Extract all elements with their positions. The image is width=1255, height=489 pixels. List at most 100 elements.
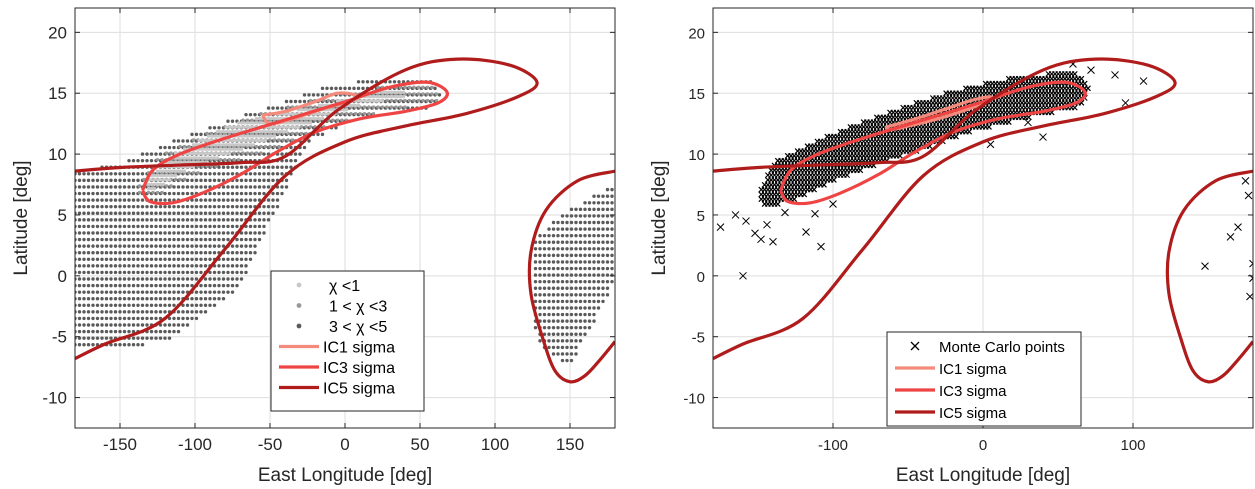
chi-dot — [109, 343, 113, 347]
chi-dot — [556, 352, 560, 356]
chi-dot — [176, 270, 181, 275]
chi-dot — [583, 233, 587, 238]
chi-dot — [308, 121, 313, 125]
chi-dot — [95, 204, 100, 209]
chi-dot — [82, 204, 86, 209]
chi-dot — [136, 343, 140, 347]
chi-dot — [146, 182, 151, 186]
chi-dot — [266, 134, 271, 138]
chi-dot — [217, 290, 221, 294]
chi-dot — [163, 145, 167, 150]
chi-dot — [122, 231, 127, 235]
chi-dot — [109, 172, 113, 176]
chi-dot — [221, 264, 226, 268]
chi-dot — [574, 214, 578, 218]
chi-dot — [286, 138, 290, 142]
chi-dot — [176, 283, 181, 288]
chi-dot — [341, 108, 346, 112]
chi-dot — [163, 231, 167, 235]
monte-carlo-point — [1081, 80, 1088, 87]
chi-dot — [194, 297, 199, 301]
y-tick-label: 10 — [48, 145, 67, 164]
chi-dot — [248, 204, 253, 209]
chi-dot — [176, 211, 181, 215]
chi-dot — [167, 160, 172, 165]
chi-dot — [109, 244, 113, 248]
chi-dot — [556, 345, 560, 350]
chi-dot — [208, 178, 212, 183]
chi-dot — [601, 279, 605, 284]
chi-dot — [191, 156, 196, 160]
chi-dot — [605, 286, 610, 290]
chi-dot — [235, 283, 239, 288]
chi-dot — [86, 297, 91, 301]
chi-dot — [329, 108, 334, 112]
chi-dot — [244, 198, 248, 202]
chi-dot — [86, 290, 91, 294]
chi-dot — [208, 224, 212, 229]
chi-dot — [199, 283, 203, 288]
chi-dot — [583, 201, 587, 205]
chi-dot — [203, 218, 208, 222]
chi-dot — [257, 191, 262, 196]
chi-dot — [259, 151, 263, 155]
chi-dot — [104, 303, 109, 307]
chi-dot — [227, 157, 232, 162]
chi-dot — [100, 316, 104, 321]
chi-dot — [320, 93, 325, 97]
chi-dot — [136, 264, 140, 268]
chi-dot — [565, 273, 569, 277]
chi-dot — [122, 283, 127, 288]
chi-dot — [224, 125, 229, 130]
chi-dot — [218, 151, 223, 156]
chi-dot — [113, 237, 118, 242]
chi-dot — [190, 198, 194, 202]
chi-dot — [82, 329, 86, 334]
chi-dot — [161, 173, 166, 178]
chi-dot — [221, 143, 226, 147]
chi-dot — [389, 94, 394, 99]
chi-dot — [302, 121, 307, 125]
chi-dot — [221, 270, 226, 275]
chi-dot — [235, 277, 239, 281]
chi-dot — [136, 211, 140, 215]
legend-item: IC3 sigma — [279, 360, 395, 377]
chi-dot — [430, 98, 434, 103]
chi-dot — [248, 112, 253, 117]
chi-dot — [149, 218, 154, 222]
chi-dot — [569, 273, 574, 277]
chi-dot — [230, 129, 235, 134]
chi-dot — [172, 290, 176, 294]
chi-dot — [299, 125, 304, 129]
chi-dot — [118, 204, 122, 209]
chi-dot — [113, 231, 118, 235]
chi-dot — [560, 286, 565, 290]
chi-dot — [266, 172, 271, 176]
chi-dot — [230, 204, 235, 209]
chi-dot — [104, 316, 109, 321]
chi-dot — [610, 247, 614, 251]
chi-dot — [335, 99, 340, 103]
chi-dot — [592, 194, 596, 198]
chi-dot — [181, 283, 185, 288]
chi-dot — [113, 270, 118, 275]
chi-dot — [272, 125, 277, 130]
chi-dot — [583, 306, 587, 310]
chi-dot — [127, 264, 131, 268]
chi-dot — [194, 250, 199, 255]
chi-dot — [574, 325, 578, 330]
chi-dot — [395, 90, 400, 94]
chi-dot — [271, 211, 275, 215]
chi-dot — [574, 279, 578, 284]
chi-dot — [104, 329, 109, 334]
chi-dot — [181, 310, 185, 314]
chi-dot — [556, 227, 560, 231]
chi-dot — [136, 204, 140, 209]
monte-carlo-point — [731, 211, 740, 219]
chi-dot — [398, 98, 403, 103]
chi-dot — [163, 211, 167, 215]
chi-dot — [556, 339, 560, 343]
chi-dot — [226, 211, 230, 215]
chi-dot — [145, 204, 149, 209]
